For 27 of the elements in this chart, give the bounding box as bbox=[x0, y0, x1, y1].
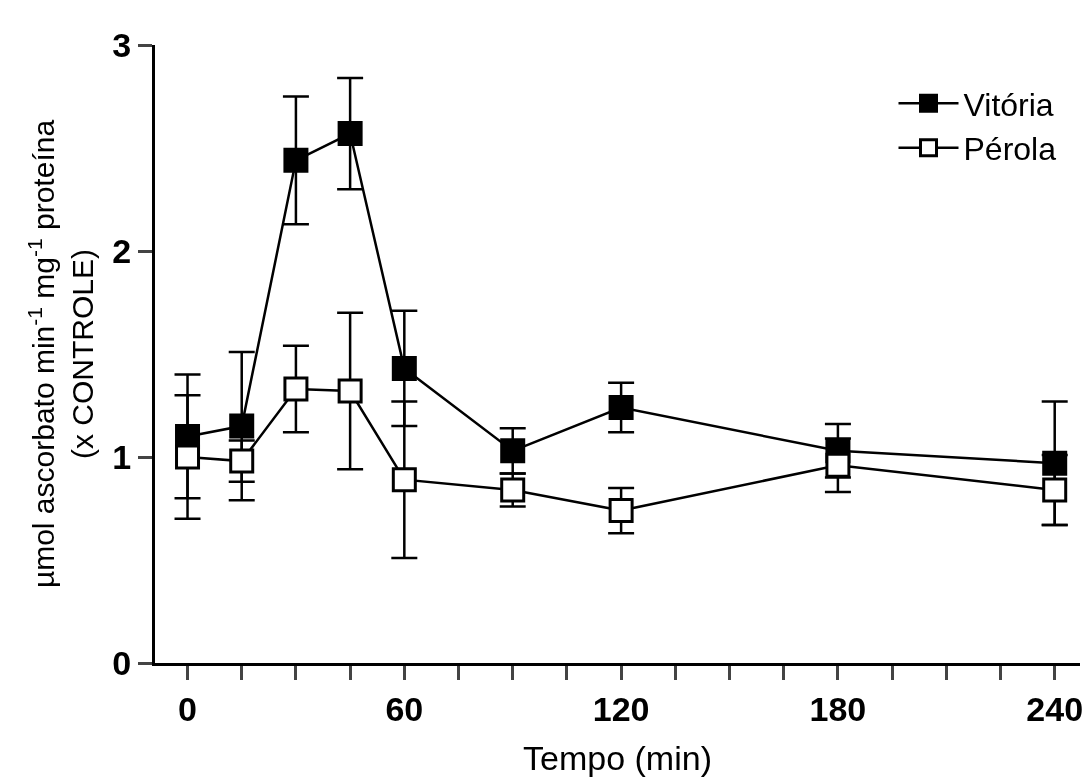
point bbox=[391, 355, 417, 381]
point bbox=[175, 444, 201, 470]
legend-label: Vitória bbox=[963, 86, 1054, 123]
point bbox=[1042, 477, 1068, 503]
y-tick-label: 2 bbox=[112, 231, 132, 270]
point bbox=[229, 413, 255, 439]
point bbox=[825, 452, 851, 478]
x-tick-label: 60 bbox=[385, 689, 424, 728]
x-tick-label: 120 bbox=[592, 689, 650, 728]
point bbox=[283, 376, 309, 402]
x-tick-label: 0 bbox=[178, 689, 197, 728]
point bbox=[608, 498, 634, 524]
y-tick-label: 1 bbox=[112, 437, 132, 476]
y-tick-label: 3 bbox=[112, 25, 132, 64]
point bbox=[283, 147, 309, 173]
x-axis-title: Tempo (min) bbox=[523, 739, 712, 778]
legend-label: Pérola bbox=[963, 131, 1057, 168]
x-tick-label: 240 bbox=[1026, 689, 1084, 728]
point bbox=[608, 395, 634, 421]
point bbox=[337, 378, 363, 404]
point bbox=[500, 438, 526, 464]
point bbox=[229, 448, 255, 474]
x-tick-label: 180 bbox=[809, 689, 867, 728]
point bbox=[391, 467, 417, 493]
point bbox=[500, 477, 526, 503]
y-tick-label: 0 bbox=[112, 643, 132, 682]
point bbox=[337, 121, 363, 147]
